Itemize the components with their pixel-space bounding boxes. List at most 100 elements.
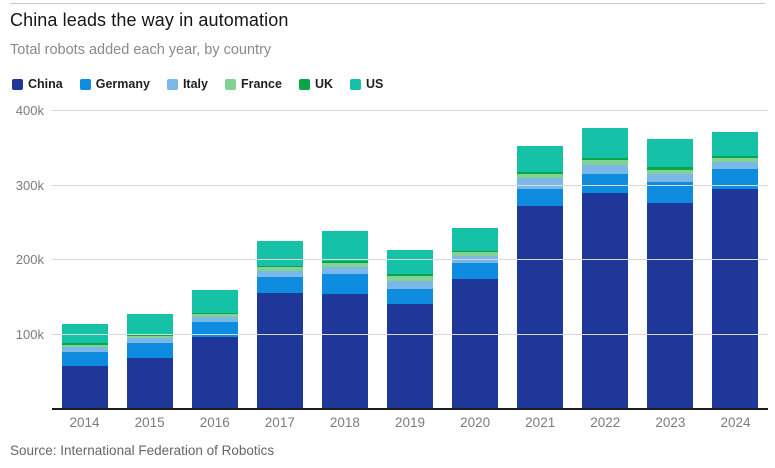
bar-segment-china-2017: [256, 292, 303, 409]
bar-2017: [256, 240, 303, 409]
bar-segment-us-2019: [387, 249, 434, 275]
bar-segment-uk-2016: [191, 312, 238, 315]
gridline-400k: [52, 110, 768, 111]
bar-segment-us-2018: [321, 230, 368, 262]
bar-segment-china-2024: [712, 189, 759, 409]
gridline-300k: [52, 184, 768, 186]
legend-label-germany: Germany: [95, 77, 150, 91]
x-tick-label-2017: 2017: [264, 415, 295, 430]
bar-segment-germany-2024: [712, 169, 759, 190]
bar-segment-us-2017: [256, 240, 303, 266]
legend-item-us: US: [350, 77, 383, 91]
band-2020: [443, 109, 508, 409]
bar-segment-france-2015: [126, 335, 173, 338]
band-2017: [247, 109, 312, 409]
legend-item-china: China: [12, 77, 63, 91]
bar-segment-germany-2015: [126, 342, 173, 358]
legend-swatch-uk: [298, 78, 310, 90]
bar-segment-italy-2016: [191, 317, 238, 323]
bar-segment-italy-2022: [582, 165, 629, 174]
x-tick-label-2015: 2015: [134, 415, 165, 430]
bar-segment-france-2023: [647, 169, 694, 175]
bar-segment-france-2021: [517, 173, 564, 179]
x-tick-label-2020: 2020: [460, 415, 491, 430]
x-axis-labels: 2014 2015 2016 2017 2018 2019 2020 2021 2022 2023…: [52, 415, 768, 430]
chart-area: 100k 200k 300k 400k: [0, 103, 775, 410]
legend-swatch-us: [350, 78, 362, 90]
bar-segment-uk-2014: [61, 343, 108, 345]
bar-segment-us-2021: [517, 146, 564, 173]
x-axis-line: [52, 408, 768, 410]
bar-segment-germany-2018: [321, 274, 368, 295]
bar-segment-uk-2021: [517, 172, 564, 174]
bar-segment-germany-2014: [61, 351, 108, 367]
bar-segment-china-2021: [517, 206, 564, 409]
x-tick-label-2019: 2019: [394, 415, 426, 430]
bar-segment-uk-2019: [387, 274, 434, 276]
gridline-200k: [52, 259, 768, 260]
legend-label-china: China: [28, 77, 63, 91]
top-divider-rule: [10, 3, 765, 4]
band-2018: [312, 109, 377, 409]
bar-segment-france-2024: [712, 157, 759, 163]
source-attribution: Source: International Federation of Robo…: [10, 443, 275, 458]
bar-segment-china-2019: [387, 304, 434, 409]
y-tick-label-300k: 300k: [15, 177, 44, 193]
legend-item-italy: Italy: [166, 77, 208, 91]
bar-2016: [191, 289, 238, 409]
legend-swatch-italy: [166, 78, 178, 90]
y-tick-label-100k: 100k: [15, 326, 44, 342]
bars-container: [52, 109, 768, 409]
legend-label-france: France: [240, 77, 282, 91]
bar-segment-uk-2018: [321, 261, 368, 263]
bar-2018: [321, 230, 368, 409]
legend-item-uk: UK: [298, 77, 334, 91]
bar-segment-france-2018: [321, 262, 368, 268]
x-tick-label-2024: 2024: [720, 415, 751, 430]
bar-segment-france-2020: [452, 252, 499, 257]
bar-segment-france-2019: [387, 275, 434, 281]
bar-segment-us-2020: [452, 227, 499, 251]
bar-segment-us-2022: [582, 128, 629, 158]
legend-label-uk: UK: [314, 77, 334, 91]
bar-segment-uk-2017: [256, 265, 303, 268]
bar-segment-france-2014: [61, 344, 108, 347]
bar-segment-france-2017: [256, 267, 303, 271]
bar-segment-china-2016: [191, 337, 238, 409]
legend-swatch-germany: [79, 78, 91, 90]
bar-segment-china-2022: [582, 192, 629, 409]
band-2016: [182, 109, 247, 409]
bar-segment-us-2014: [61, 323, 108, 344]
bar-segment-germany-2021: [517, 188, 564, 207]
bar-segment-china-2015: [126, 357, 173, 409]
bar-2021: [517, 146, 564, 409]
plot-region: [52, 109, 768, 410]
band-2022: [573, 109, 638, 409]
bar-segment-uk-2015: [126, 334, 173, 336]
bar-segment-uk-2022: [582, 157, 629, 160]
bar-segment-uk-2024: [712, 155, 759, 158]
chart-subtitle: Total robots added each year, by country: [10, 42, 272, 58]
bar-segment-germany-2023: [647, 182, 694, 204]
bar-2024: [712, 131, 759, 409]
bar-segment-italy-2015: [126, 337, 173, 343]
bar-segment-china-2023: [647, 203, 694, 409]
bar-segment-italy-2018: [321, 267, 368, 275]
bar-2019: [387, 249, 434, 409]
bar-segment-italy-2019: [387, 280, 434, 290]
band-2019: [377, 109, 442, 409]
x-tick-label-2016: 2016: [199, 415, 230, 430]
band-2024: [703, 109, 768, 409]
bar-segment-uk-2023: [647, 166, 694, 170]
bar-segment-germany-2022: [582, 173, 629, 193]
bar-segment-germany-2020: [452, 262, 499, 280]
legend-swatch-france: [224, 78, 236, 90]
bar-segment-germany-2019: [387, 289, 434, 305]
legend-item-germany: Germany: [79, 77, 150, 91]
bar-segment-italy-2021: [517, 178, 564, 189]
legend-label-italy: Italy: [182, 77, 208, 91]
bar-segment-italy-2014: [61, 346, 108, 352]
band-2021: [508, 109, 573, 409]
bar-2022: [582, 128, 629, 409]
band-2014: [52, 109, 117, 409]
